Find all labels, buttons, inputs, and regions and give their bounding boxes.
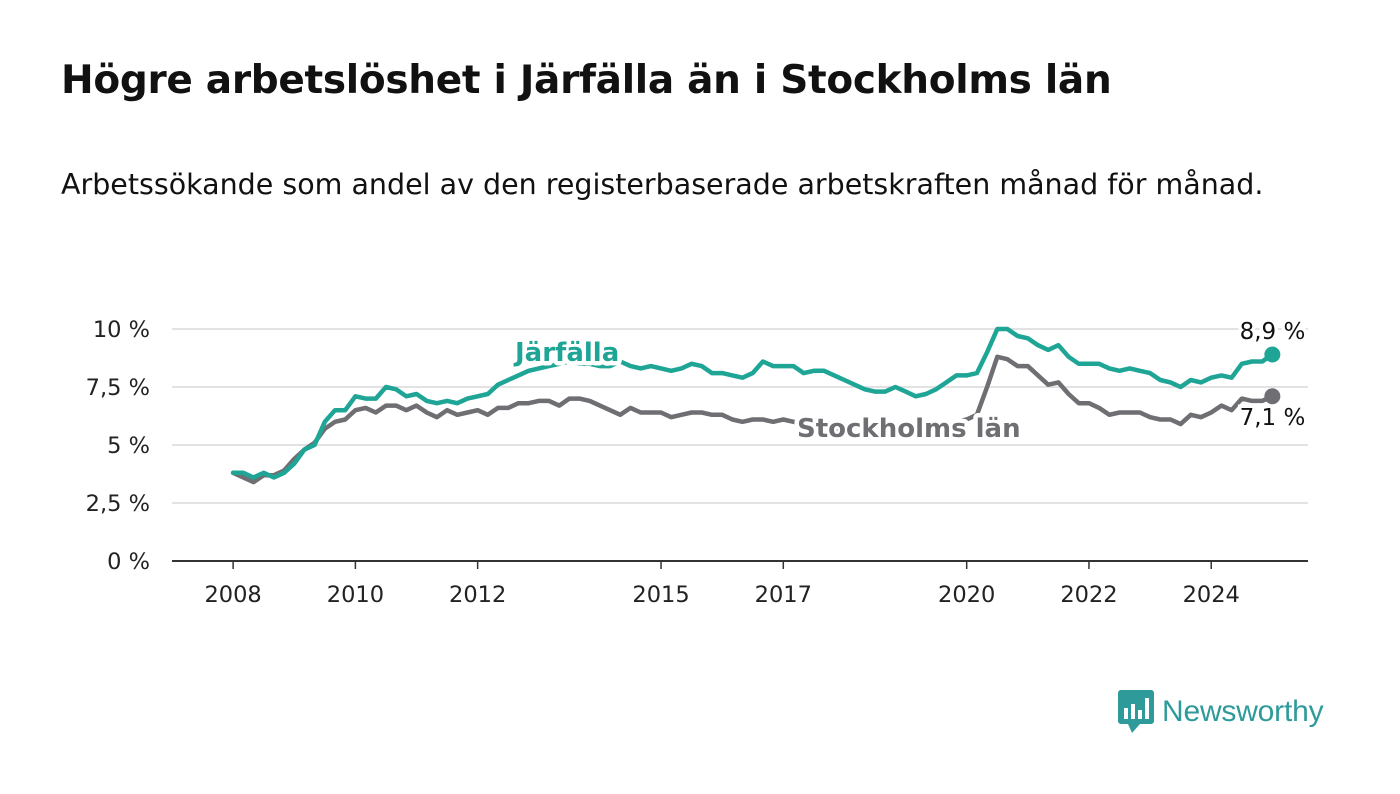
x-tick-label: 2017	[755, 582, 812, 608]
series-line-jarfalla	[230, 326, 1275, 480]
x-tick-label: 2010	[327, 582, 384, 608]
x-tick-label: 2015	[632, 582, 689, 608]
end-value-label-stockholms-lan: 7,1 %	[1240, 405, 1306, 431]
chart-subtitle: Arbetssökande som andel av den registerb…	[61, 168, 1264, 201]
bar-chart-icon	[1118, 690, 1154, 733]
series-line-stockholms-lan	[230, 354, 1275, 485]
y-tick-label: 10 %	[93, 317, 150, 343]
y-tick-label: 0 %	[107, 549, 150, 575]
x-tick-label: 2012	[449, 582, 506, 608]
newsworthy-logo: Newsworthy	[1118, 690, 1324, 734]
series-lines	[230, 326, 1281, 485]
series-label-stockholms-lan: Stockholms län	[797, 414, 1021, 444]
grid-lines	[172, 328, 1308, 504]
series-label-jarfalla: Järfälla	[513, 338, 619, 368]
brand-name: Newsworthy	[1162, 695, 1324, 728]
end-value-label-jarfalla: 8,9 %	[1240, 319, 1306, 345]
y-tick-label: 5 %	[107, 433, 150, 459]
y-axis-tick-labels: 0 % 2,5 % 5 % 7,5 % 10 %	[86, 317, 150, 575]
x-axis-ticks: 2008 2010 2012 2015 2017 2020 2022 2024	[204, 561, 1240, 608]
y-tick-label: 7,5 %	[86, 375, 150, 401]
x-tick-label: 2022	[1060, 582, 1117, 608]
x-tick-label: 2008	[204, 582, 261, 608]
end-point-marker	[1264, 388, 1281, 405]
end-point-marker	[1264, 346, 1281, 363]
series-labels: Järfälla Stockholms län 8,9 % 7,1 %	[509, 316, 1309, 449]
x-tick-label: 2020	[938, 582, 995, 608]
chart-title: Högre arbetslöshet i Järfälla än i Stock…	[61, 58, 1112, 103]
x-tick-label: 2024	[1183, 582, 1240, 608]
y-tick-label: 2,5 %	[86, 491, 150, 517]
